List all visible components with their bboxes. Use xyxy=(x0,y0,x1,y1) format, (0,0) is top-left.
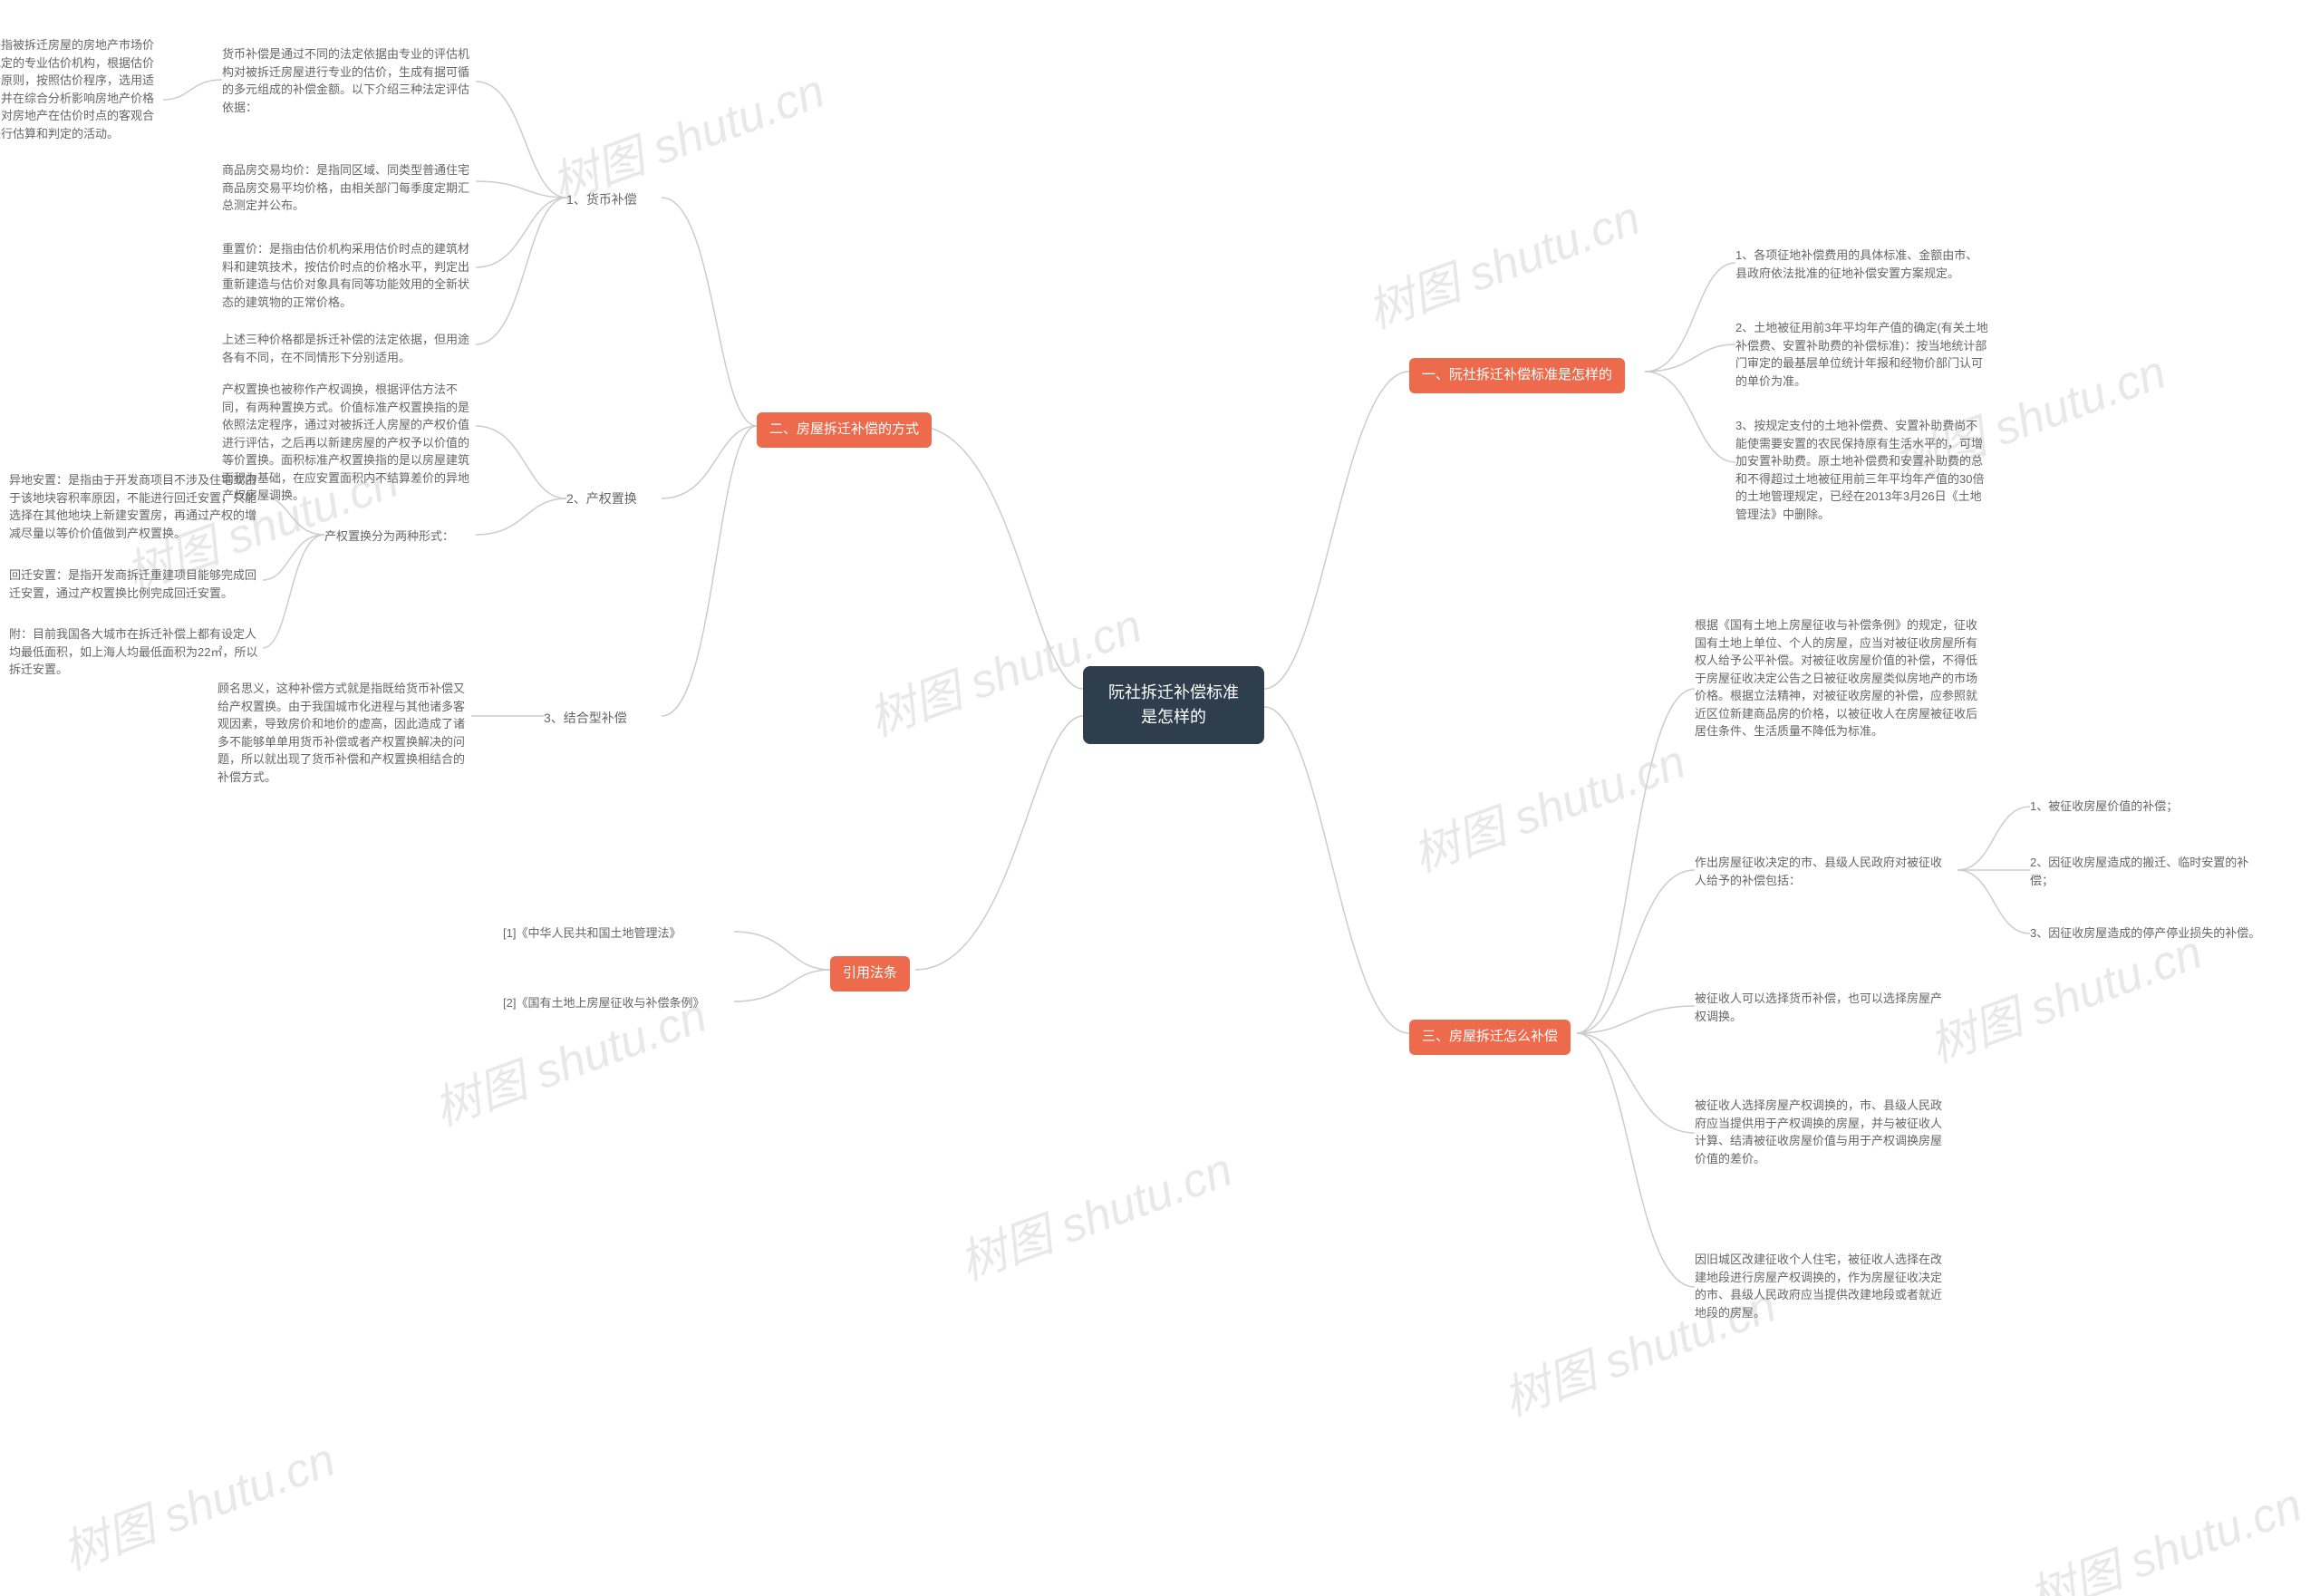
watermark: 树图 shutu.cn xyxy=(1357,179,1648,341)
section3-list-3: 3、因征收房屋造成的停产停业损失的补偿。 xyxy=(2030,924,2266,943)
watermark: 树图 shutu.cn xyxy=(1402,723,1694,885)
m1-item-note: 上述三种价格都是拆迁补偿的法定依据，但用途各有不同，在不同情形下分别适用。 xyxy=(222,331,476,366)
section3-list-2: 2、因征收房屋造成的搬迁、临时安置的补偿； xyxy=(2030,854,2266,889)
refs-item-1: [1]《中华人民共和国土地管理法》 xyxy=(503,924,681,943)
section3-title: 三、房屋拆迁怎么补偿 xyxy=(1409,1020,1571,1055)
m2-sub-3: 附：目前我国各大城市在拆迁补偿上都有设定人均最低面积，如上海人均最低面积为22㎡… xyxy=(9,625,263,679)
section2-title: 二、房屋拆迁补偿的方式 xyxy=(757,412,932,448)
section1-title: 一、阮社拆迁补偿标准是怎样的 xyxy=(1409,358,1625,393)
m3-label: 3、结合型补偿 xyxy=(544,709,627,728)
refs-item-2: [2]《国有土地上房屋征收与补偿条例》 xyxy=(503,994,704,1012)
m1-intro: 货币补偿是通过不同的法定依据由专业的评估机构对被拆迁房屋进行专业的估价，生成有据… xyxy=(222,45,476,116)
m1-item-avg: 商品房交易均价：是指同区域、同类型普通住宅商品房交易平均价格，由相关部门每季度定… xyxy=(222,161,476,215)
m2-label: 2、产权置换 xyxy=(566,489,637,508)
section3-tail-3: 因旧城区改建征收个人住宅，被征收人选择在改建地段进行房屋产权调换的，作为房屋征收… xyxy=(1695,1251,1948,1321)
m1-item-market: 市场评估价：是指被拆迁房屋的房地产市场价格，是由符合规定的专业估价机构，根据估价… xyxy=(0,36,163,142)
m2-sub-2: 回迁安置：是指开发商拆迁重建项目能够完成回迁安置，通过产权置换比例完成回迁安置。 xyxy=(9,566,263,602)
section3-tail-2: 被征收人选择房屋产权调换的，市、县级人民政府应当提供用于产权调换的房屋，并与被征… xyxy=(1695,1097,1948,1167)
m1-label: 1、货币补偿 xyxy=(566,190,637,209)
section1-item-2: 2、土地被征用前3年平均年产值的确定(有关土地补偿费、安置补助费的补偿标准)：按… xyxy=(1735,319,1989,390)
section1-item-3: 3、按规定支付的土地补偿费、安置补助费尚不能使需要安置的农民保持原有生活水平的，… xyxy=(1735,417,1989,523)
root-node: 阮社拆迁补偿标准是怎样的 xyxy=(1083,666,1264,744)
section3-list-label: 作出房屋征收决定的市、县级人民政府对被征收人给予的补偿包括： xyxy=(1695,854,1948,889)
refs-title: 引用法条 xyxy=(830,956,910,991)
section3-tail-1: 被征收人可以选择货币补偿，也可以选择房屋产权调换。 xyxy=(1695,990,1948,1025)
section3-list-1: 1、被征收房屋价值的补偿； xyxy=(2030,798,2266,816)
m2-sub-1: 异地安置：是指由于开发商项目不涉及住宅或由于该地块容积率原因，不能进行回迁安置，… xyxy=(9,471,263,542)
m2-sublabel: 产权置换分为两种形式： xyxy=(324,527,454,546)
section3-intro: 根据《国有土地上房屋征收与补偿条例》的规定，征收国有土地上单位、个人的房屋，应当… xyxy=(1695,616,1985,740)
watermark: 树图 shutu.cn xyxy=(2018,1466,2310,1596)
watermark: 树图 shutu.cn xyxy=(949,1131,1241,1292)
section1-item-1: 1、各项征地补偿费用的具体标准、金额由市、县政府依法批准的征地补偿安置方案规定。 xyxy=(1735,247,1989,282)
watermark: 树图 shutu.cn xyxy=(52,1421,343,1582)
m3-text: 顾名思义，这种补偿方式就是指既给货币补偿又给产权置换。由于我国城市化进程与其他诸… xyxy=(218,680,471,786)
m1-item-reset: 重置价：是指由估价机构采用估价时点的建筑材料和建筑技术，按估价时点的价格水平，判… xyxy=(222,240,476,311)
